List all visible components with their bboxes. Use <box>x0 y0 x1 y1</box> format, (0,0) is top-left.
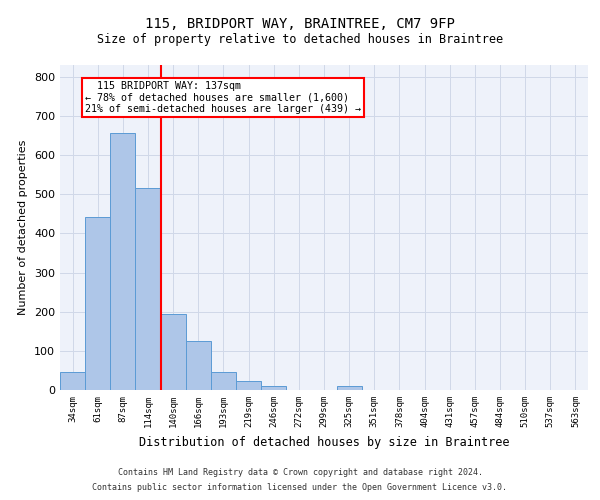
Text: 115 BRIDPORT WAY: 137sqm
← 78% of detached houses are smaller (1,600)
21% of sem: 115 BRIDPORT WAY: 137sqm ← 78% of detach… <box>85 80 361 114</box>
Y-axis label: Number of detached properties: Number of detached properties <box>19 140 28 315</box>
Text: Contains HM Land Registry data © Crown copyright and database right 2024.: Contains HM Land Registry data © Crown c… <box>118 468 482 477</box>
Bar <box>60 372 85 390</box>
Text: Distribution of detached houses by size in Braintree: Distribution of detached houses by size … <box>139 436 509 449</box>
Bar <box>337 386 362 390</box>
Bar <box>110 133 136 390</box>
Bar <box>261 386 286 390</box>
Bar <box>186 340 211 390</box>
Bar <box>136 188 161 390</box>
Text: Contains public sector information licensed under the Open Government Licence v3: Contains public sector information licen… <box>92 483 508 492</box>
Bar <box>85 216 110 390</box>
Text: Size of property relative to detached houses in Braintree: Size of property relative to detached ho… <box>97 32 503 46</box>
Text: 115, BRIDPORT WAY, BRAINTREE, CM7 9FP: 115, BRIDPORT WAY, BRAINTREE, CM7 9FP <box>145 18 455 32</box>
Bar <box>211 372 236 390</box>
Bar <box>236 381 261 390</box>
Bar <box>161 314 186 390</box>
